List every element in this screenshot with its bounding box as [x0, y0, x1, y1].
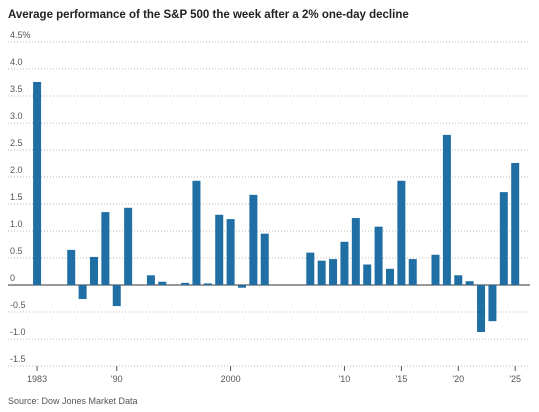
- chart-title: Average performance of the S&P 500 the w…: [8, 9, 409, 21]
- y-tick-label: 0.5: [10, 246, 23, 256]
- bar: [158, 281, 167, 285]
- bar: [306, 252, 315, 285]
- bar: [78, 285, 87, 300]
- bar: [363, 264, 372, 285]
- bar: [226, 219, 235, 285]
- bar: [237, 285, 246, 288]
- bar: [431, 254, 440, 285]
- y-tick-label: -1.5: [10, 354, 26, 364]
- bar: [499, 192, 508, 285]
- y-tick-label: 2.5: [10, 138, 23, 148]
- bar: [454, 275, 463, 285]
- bar: [112, 285, 121, 307]
- y-tick-label: 1.0: [10, 219, 23, 229]
- x-tick-label: '20: [452, 374, 464, 384]
- x-tick-label: 1983: [27, 374, 47, 384]
- x-tick-label: '90: [111, 374, 123, 384]
- bar: [67, 249, 76, 285]
- bar: [101, 212, 110, 285]
- bar: [203, 283, 212, 285]
- x-tick-label: 2000: [221, 374, 241, 384]
- bar: [374, 226, 383, 285]
- bar: [33, 81, 42, 286]
- y-tick-label: 3.0: [10, 111, 23, 121]
- bar: [351, 218, 360, 285]
- bar: [181, 282, 190, 285]
- bar: [488, 285, 497, 322]
- bar: [340, 241, 349, 285]
- bar: [465, 281, 474, 285]
- bar: [385, 268, 394, 285]
- bar: [329, 259, 338, 285]
- y-tick-label: 4.5%: [10, 30, 31, 40]
- x-tick-label: '10: [339, 374, 351, 384]
- bar: [249, 194, 258, 285]
- bar: [146, 275, 155, 285]
- bar: [477, 285, 486, 332]
- bar: [124, 207, 133, 285]
- x-tick-label: '15: [395, 374, 407, 384]
- bar: [317, 260, 326, 285]
- y-tick-label: 1.5: [10, 192, 23, 202]
- y-tick-label: -0.5: [10, 300, 26, 310]
- bar: [397, 180, 406, 285]
- y-tick-label: 3.5: [10, 84, 23, 94]
- y-tick-label: 0: [10, 273, 15, 283]
- bar: [511, 162, 520, 285]
- y-tick-label: 4.0: [10, 57, 23, 67]
- bar: [215, 214, 224, 285]
- bar: [408, 259, 417, 285]
- x-tick-label: '25: [509, 374, 521, 384]
- bar: [192, 180, 201, 285]
- bar: [260, 233, 269, 285]
- source: Source: Dow Jones Market Data: [8, 396, 138, 406]
- bar: [89, 256, 98, 285]
- y-tick-label: -1.0: [10, 327, 26, 337]
- y-tick-label: 2.0: [10, 165, 23, 175]
- bar: [442, 134, 451, 285]
